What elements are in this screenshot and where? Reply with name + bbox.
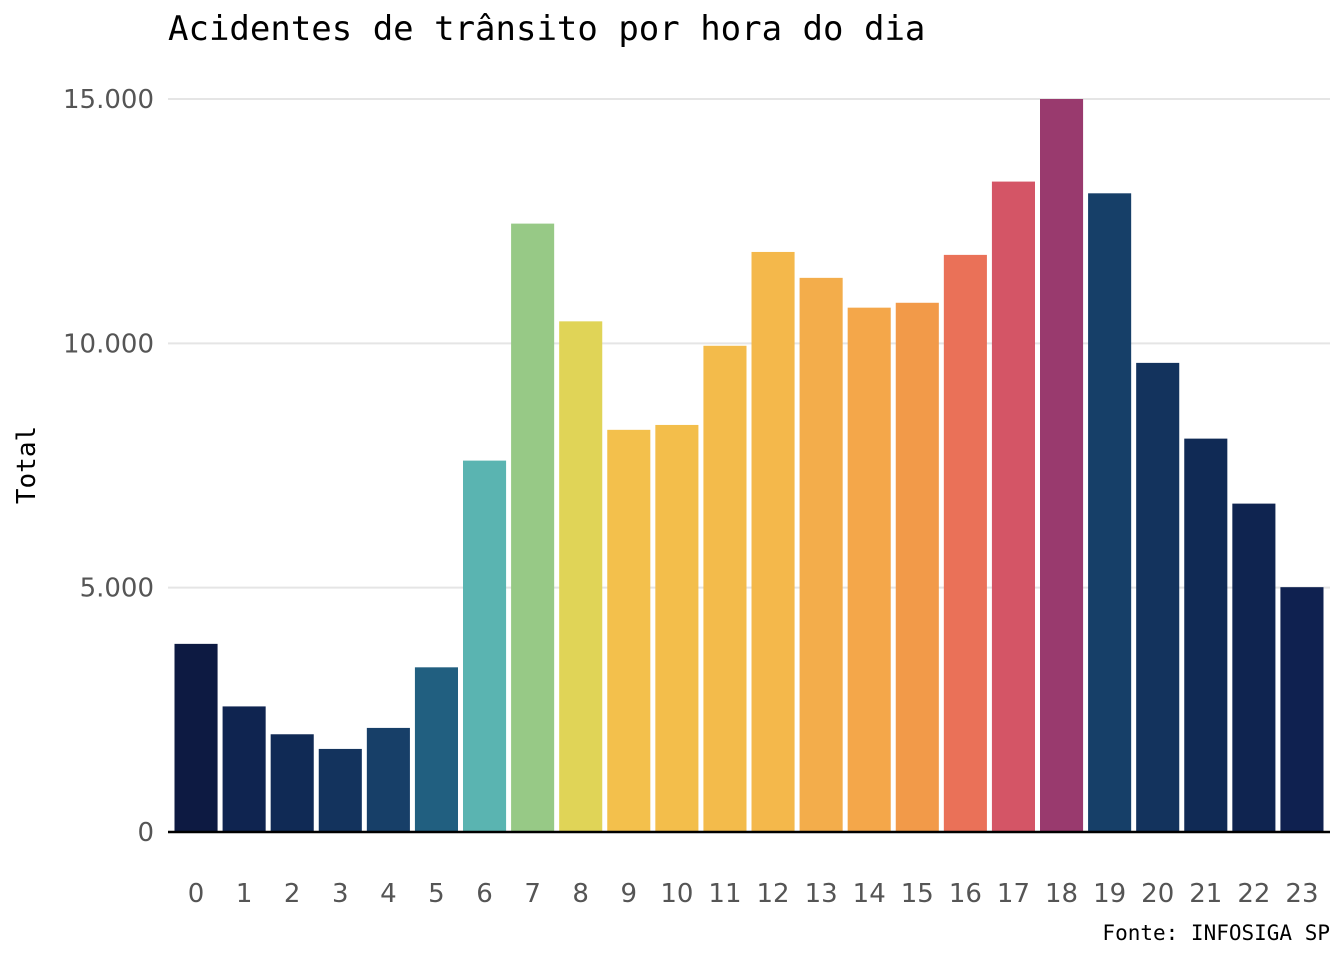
bar-hour-10 [655, 424, 699, 832]
x-tick-label: 3 [332, 879, 349, 909]
bar-hour-20 [1136, 362, 1180, 832]
bar-hour-7 [511, 223, 555, 833]
bar-hour-18 [1040, 99, 1084, 832]
x-tick-label: 14 [853, 879, 886, 909]
x-tick-label: 11 [708, 879, 741, 909]
y-tick-label: 0 [137, 818, 154, 848]
x-axis-ticks: 0 1 2 3 4 5 6 7 8 9 10 11 12 13 14 15 16 17 18 19 20 21 22 23 [188, 879, 1319, 909]
x-tick-label: 12 [756, 879, 789, 909]
x-tick-label: 1 [236, 879, 253, 909]
x-tick-label: 15 [901, 879, 934, 909]
x-tick-label: 16 [949, 879, 982, 909]
bar-hour-22 [1232, 503, 1276, 832]
x-tick-label: 6 [476, 879, 493, 909]
y-tick-label: 15.000 [63, 85, 154, 115]
bar-hour-2 [270, 734, 314, 832]
x-tick-label: 4 [380, 879, 397, 909]
x-tick-label: 21 [1189, 879, 1222, 909]
x-tick-label: 5 [428, 879, 445, 909]
bar-hour-16 [943, 254, 987, 833]
x-tick-label: 23 [1285, 879, 1318, 909]
bar-hour-11 [703, 345, 747, 832]
x-tick-label: 2 [284, 879, 301, 909]
bar-hour-0 [174, 643, 218, 832]
x-tick-label: 20 [1141, 879, 1174, 909]
x-tick-label: 22 [1237, 879, 1270, 909]
bar-hour-6 [463, 460, 507, 832]
x-tick-label: 7 [524, 879, 541, 909]
bar-hour-3 [318, 748, 362, 832]
x-tick-label: 18 [1045, 879, 1078, 909]
bar-hour-17 [991, 181, 1035, 833]
bar-hour-9 [607, 429, 651, 832]
bar-hour-12 [751, 251, 795, 833]
x-tick-label: 9 [621, 879, 638, 909]
y-tick-label: 5.000 [80, 574, 154, 604]
source-caption: Fonte: INFOSIGA SP [1102, 921, 1330, 945]
bar-hour-13 [799, 277, 843, 832]
bar-hour-19 [1088, 193, 1132, 832]
x-tick-label: 17 [997, 879, 1030, 909]
bar-hour-15 [895, 302, 939, 832]
x-tick-label: 10 [660, 879, 693, 909]
bar-hour-14 [847, 307, 891, 833]
x-tick-label: 19 [1093, 879, 1126, 909]
x-tick-label: 0 [188, 879, 205, 909]
x-tick-label: 13 [805, 879, 838, 909]
bar-hour-1 [222, 706, 266, 832]
bar-hour-23 [1280, 587, 1324, 832]
bar-hour-5 [414, 667, 458, 832]
chart-title: Acidentes de trânsito por hora do dia [168, 9, 925, 49]
bar-hour-8 [559, 321, 603, 832]
bars [174, 99, 1324, 833]
bar-hour-21 [1184, 438, 1228, 832]
y-tick-label: 10.000 [63, 329, 154, 359]
bar-hour-4 [366, 727, 410, 832]
y-axis-label: Total [12, 426, 42, 504]
y-axis-ticks: 0 5.000 10.000 15.000 [63, 85, 154, 848]
x-tick-label: 8 [572, 879, 589, 909]
